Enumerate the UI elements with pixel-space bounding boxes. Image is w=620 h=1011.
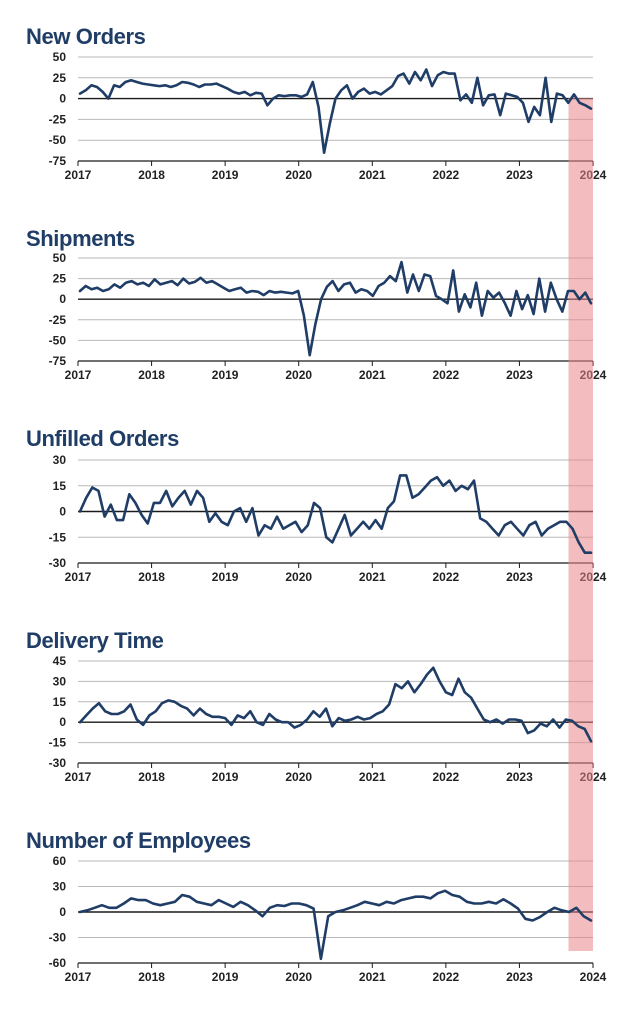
- chart-title: Number of Employees: [26, 828, 251, 853]
- y-tick-label: 0: [59, 715, 66, 729]
- x-tick-label: 2018: [138, 770, 165, 784]
- x-tick-label: 2020: [285, 770, 312, 784]
- x-tick-label: 2020: [285, 168, 312, 182]
- y-tick-label: 30: [53, 674, 67, 688]
- y-tick-label: 0: [59, 905, 66, 919]
- x-tick-label: 2021: [359, 770, 386, 784]
- x-tick-label: 2021: [359, 570, 386, 584]
- y-tick-label: -25: [49, 112, 67, 126]
- y-tick-label: -60: [49, 956, 67, 970]
- y-tick-label: -75: [49, 354, 67, 368]
- y-tick-label: -30: [49, 931, 67, 945]
- x-tick-label: 2022: [433, 368, 460, 382]
- x-tick-label: 2018: [138, 168, 165, 182]
- series-line: [78, 68, 593, 154]
- x-tick-label: 2023: [506, 168, 533, 182]
- x-tick-label: 2017: [65, 970, 92, 984]
- x-tick-label: 2018: [138, 368, 165, 382]
- x-tick-label: 2019: [212, 168, 239, 182]
- y-tick-label: 30: [53, 880, 67, 894]
- y-tick-label: -30: [49, 756, 67, 770]
- x-tick-label: 2023: [506, 570, 533, 584]
- x-tick-label: 2023: [506, 970, 533, 984]
- x-tick-label: 2022: [433, 168, 460, 182]
- x-tick-label: 2019: [212, 970, 239, 984]
- x-tick-label: 2019: [212, 770, 239, 784]
- x-tick-label: 2018: [138, 570, 165, 584]
- x-tick-label: 2023: [506, 770, 533, 784]
- x-tick-label: 2022: [433, 970, 460, 984]
- chart-title: Unfilled Orders: [26, 426, 179, 451]
- x-tick-label: 2017: [65, 168, 92, 182]
- y-tick-label: 50: [53, 50, 67, 64]
- x-tick-label: 2017: [65, 368, 92, 382]
- x-tick-label: 2017: [65, 770, 92, 784]
- x-tick-label: 2021: [359, 970, 386, 984]
- y-tick-label: -15: [49, 530, 67, 544]
- y-tick-label: 25: [53, 71, 67, 85]
- y-tick-label: -15: [49, 736, 67, 750]
- y-tick-label: 25: [53, 272, 67, 286]
- y-tick-label: -25: [49, 313, 67, 327]
- x-tick-label: 2020: [285, 970, 312, 984]
- x-tick-label: 2022: [433, 770, 460, 784]
- chart-title: New Orders: [26, 24, 146, 49]
- x-tick-label: 2022: [433, 570, 460, 584]
- x-tick-label: 2021: [359, 368, 386, 382]
- y-tick-label: 15: [53, 695, 67, 709]
- y-tick-label: 0: [59, 505, 66, 519]
- y-tick-label: -75: [49, 154, 67, 168]
- x-tick-label: 2020: [285, 368, 312, 382]
- y-tick-label: -50: [49, 333, 67, 347]
- y-tick-label: 15: [53, 479, 67, 493]
- y-tick-label: 60: [53, 854, 67, 868]
- x-tick-label: 2018: [138, 970, 165, 984]
- y-tick-label: 0: [59, 92, 66, 106]
- x-tick-label: 2019: [212, 570, 239, 584]
- y-tick-label: 0: [59, 292, 66, 306]
- x-tick-label: 2020: [285, 570, 312, 584]
- series-line: [78, 889, 593, 961]
- y-tick-label: 30: [53, 453, 67, 467]
- y-tick-label: 45: [53, 654, 67, 668]
- x-tick-label: 2017: [65, 570, 92, 584]
- chart-title: Delivery Time: [26, 628, 164, 653]
- x-tick-label: 2024: [580, 970, 607, 984]
- highlight-band: [568, 98, 593, 951]
- series-line: [78, 260, 593, 357]
- x-tick-label: 2019: [212, 368, 239, 382]
- series-line: [78, 666, 593, 743]
- series-line: [78, 474, 593, 555]
- chart-title: Shipments: [26, 226, 135, 251]
- y-tick-label: 50: [53, 251, 67, 265]
- x-tick-label: 2021: [359, 168, 386, 182]
- x-tick-label: 2023: [506, 368, 533, 382]
- y-tick-label: -30: [49, 556, 67, 570]
- y-tick-label: -50: [49, 133, 67, 147]
